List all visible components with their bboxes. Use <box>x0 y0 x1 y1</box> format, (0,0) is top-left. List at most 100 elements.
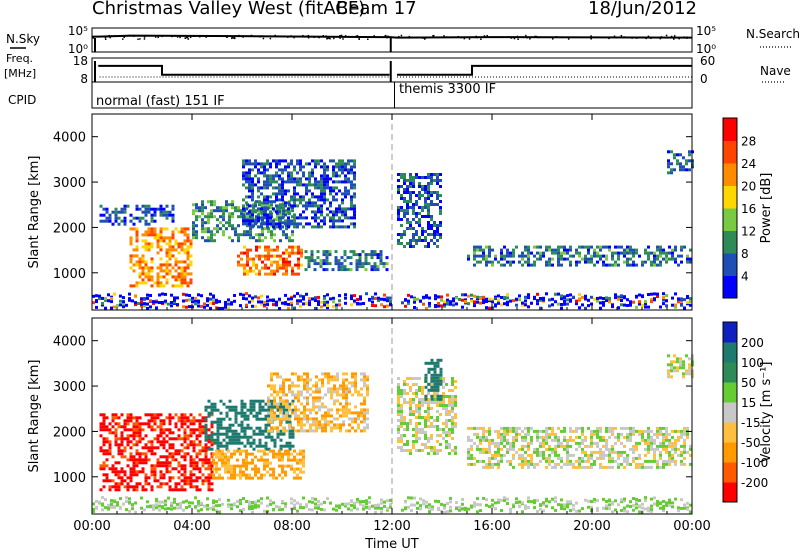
echo-cell <box>252 432 256 436</box>
echo-cell <box>436 428 439 431</box>
echo-cell <box>626 435 629 439</box>
echo-cell <box>281 452 284 456</box>
echo-cell <box>611 465 614 469</box>
echo-cell <box>135 425 139 429</box>
echo-cell <box>234 429 238 433</box>
echo-cell <box>215 464 218 468</box>
ground-scatter-cell <box>113 305 116 309</box>
ground-scatter-cell <box>416 297 419 301</box>
echo-cell <box>656 435 659 439</box>
echo-cell <box>291 269 294 273</box>
echo-cell <box>448 413 451 416</box>
echo-cell <box>201 212 204 216</box>
echo-cell <box>482 254 485 258</box>
ground-scatter-cell <box>605 296 608 300</box>
echo-cell <box>297 384 300 388</box>
echo-cell <box>424 191 427 194</box>
echo-cell <box>275 210 278 214</box>
echo-cell <box>303 405 306 409</box>
echo-cell <box>266 464 269 468</box>
echo-cell <box>412 209 415 212</box>
echo-cell <box>282 432 286 436</box>
echo-cell <box>192 230 195 234</box>
echo-cell <box>494 429 497 433</box>
echo-cell <box>177 488 181 492</box>
echo-cell <box>189 260 193 264</box>
ground-scatter-cell <box>665 304 668 308</box>
echo-cell <box>318 408 321 412</box>
ground-scatter-cell <box>293 306 296 310</box>
echo-cell <box>373 265 377 269</box>
echo-cell <box>427 361 431 365</box>
echo-cell <box>454 416 457 419</box>
echo-cell <box>329 177 332 181</box>
echo-cell <box>415 416 418 419</box>
echo-cell <box>254 219 257 223</box>
ground-scatter-cell <box>338 294 341 298</box>
echo-cell <box>243 432 247 436</box>
echo-cell <box>599 426 602 430</box>
echo-cell <box>141 260 145 264</box>
echo-cell <box>581 257 584 261</box>
echo-cell <box>400 173 403 176</box>
echo-cell <box>668 450 671 454</box>
echo-cell <box>330 378 333 382</box>
echo-cell <box>629 432 632 436</box>
echo-cell <box>150 216 154 220</box>
echo-cell <box>451 449 454 452</box>
ground-scatter-cell <box>161 500 164 504</box>
echo-cell <box>272 186 275 190</box>
echo-cell <box>551 450 554 454</box>
echo-cell <box>204 408 208 412</box>
ground-scatter-cell <box>674 292 677 296</box>
echo-cell <box>153 464 157 468</box>
echo-cell <box>144 213 148 217</box>
echo-cell <box>347 216 350 220</box>
echo-cell <box>102 419 106 423</box>
echo-cell <box>117 446 121 450</box>
ground-scatter-cell <box>95 294 98 298</box>
echo-cell <box>321 423 324 427</box>
echo-cell <box>240 435 244 439</box>
echo-cell <box>227 461 230 465</box>
echo-cell <box>397 233 400 236</box>
echo-cell <box>545 438 548 442</box>
echo-cell <box>584 435 587 439</box>
echo-cell <box>439 449 442 452</box>
ground-scatter-cell <box>278 307 281 310</box>
echo-cell <box>177 260 181 264</box>
echo-cell <box>421 233 424 236</box>
echo-cell <box>397 209 400 212</box>
echo-cell <box>135 230 139 234</box>
echo-cell <box>560 459 563 463</box>
echo-cell <box>341 165 344 169</box>
echo-cell <box>670 162 673 166</box>
echo-cell <box>367 262 371 266</box>
echo-cell <box>257 219 260 223</box>
echo-cell <box>323 186 326 190</box>
echo-cell <box>150 213 154 217</box>
echo-cell <box>177 278 181 282</box>
echo-cell <box>258 444 262 448</box>
echo-cell <box>150 470 154 474</box>
echo-cell <box>207 437 211 441</box>
ground-scatter-cell <box>389 296 392 300</box>
echo-cell <box>512 453 515 457</box>
echo-cell <box>518 254 521 258</box>
ground-scatter-cell <box>95 299 98 303</box>
echo-cell <box>198 452 202 456</box>
echo-cell <box>168 242 172 246</box>
echo-cell <box>454 446 457 449</box>
ground-scatter-cell <box>446 301 449 305</box>
echo-cell <box>683 432 686 436</box>
echo-cell <box>320 189 323 193</box>
echo-cell <box>309 393 312 397</box>
ground-scatter-cell <box>110 296 113 300</box>
ground-scatter-cell <box>218 306 221 310</box>
echo-cell <box>294 411 297 415</box>
echo-cell <box>171 245 175 249</box>
echo-cell <box>258 429 262 433</box>
noise-search-point <box>640 36 643 39</box>
echo-cell <box>207 221 210 225</box>
